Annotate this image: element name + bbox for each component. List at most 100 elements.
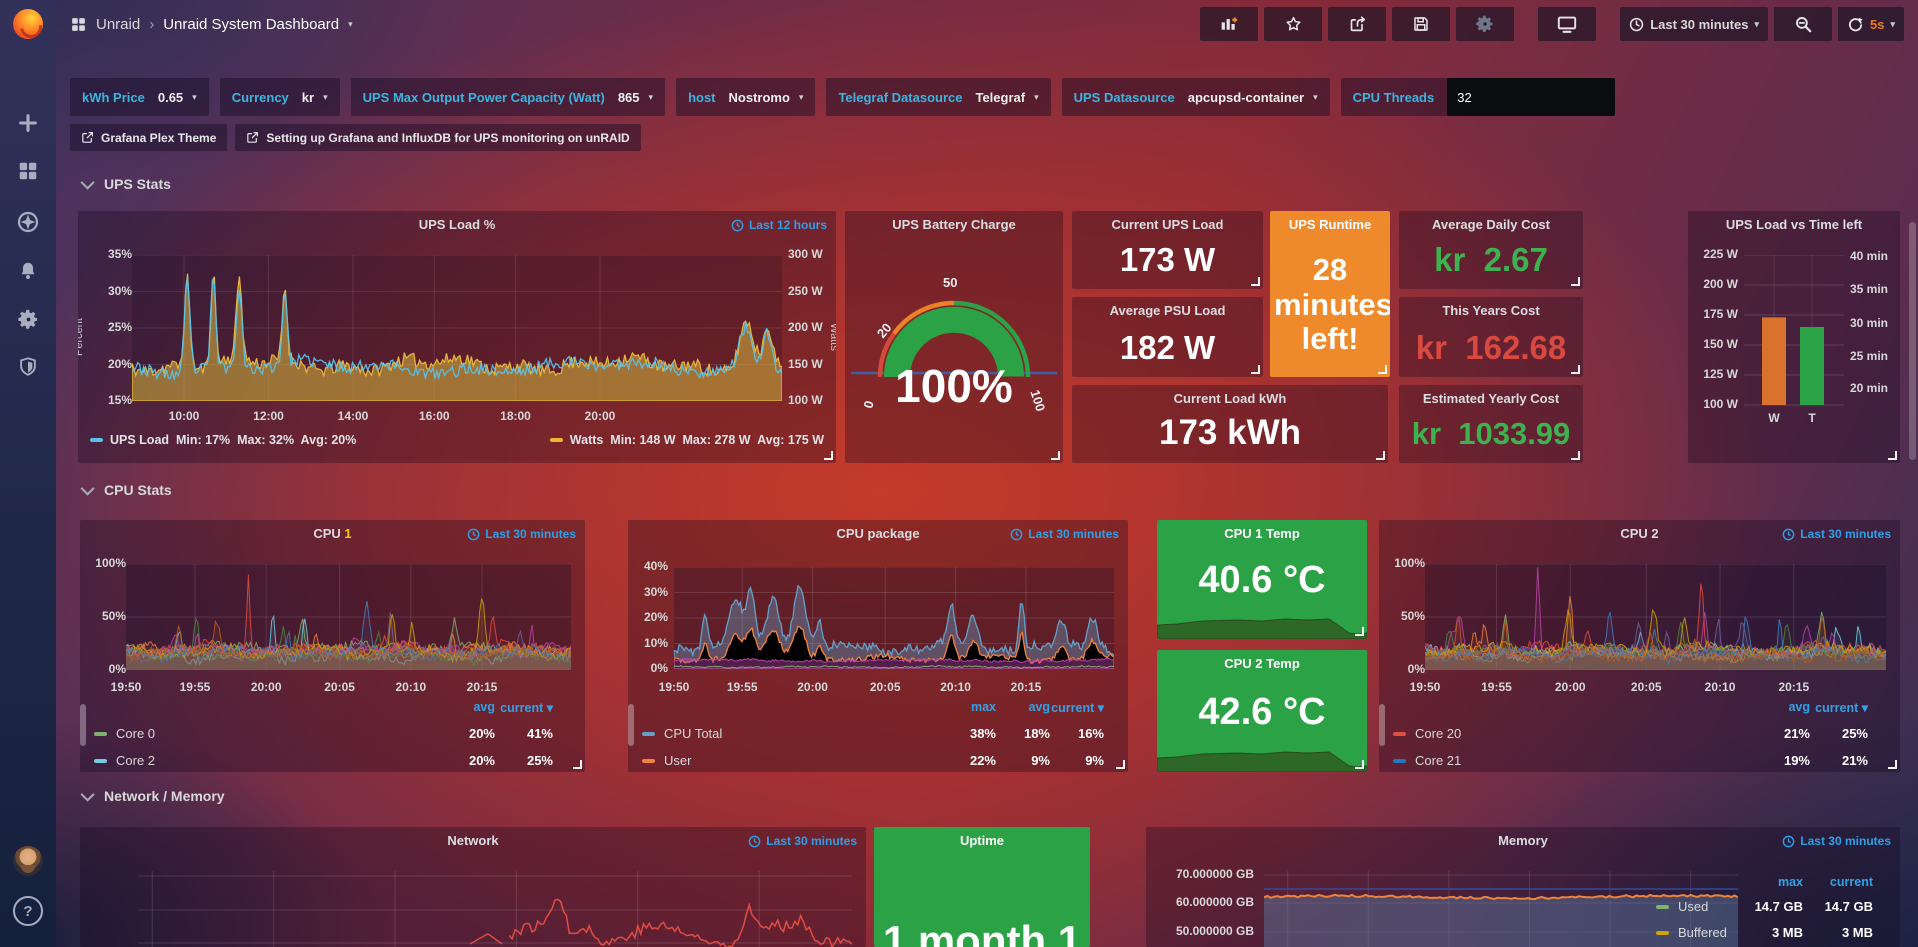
time-range-override[interactable]: Last 30 minutes [1782,527,1891,541]
dashboard-title-caret-icon[interactable]: ▾ [348,18,353,29]
panel-memory-graph[interactable]: Memory Last 30 minutes 70.000000 GB 60.00… [1146,827,1900,947]
panel-current-load-kwh[interactable]: Current Load kWh 173 kWh [1072,385,1388,463]
resize-handle[interactable] [1571,451,1580,460]
panel-average-psu-load[interactable]: Average PSU Load 182 W [1072,297,1263,377]
panel-cpu2-temp[interactable]: CPU 2 Temp 42.6 °C [1157,650,1367,772]
legend-series-ups-load[interactable]: UPS Load Min: 17% Max: 32% Avg: 20% [90,433,356,447]
tv-mode-button[interactable] [1538,7,1597,41]
grafana-logo-icon[interactable] [13,9,43,39]
resize-handle[interactable] [1116,760,1125,769]
variable-cpu-threads[interactable]: CPU Threads [1340,78,1616,116]
time-range-picker[interactable]: Last 30 minutes ▾ [1620,7,1768,41]
variable-kwh-price[interactable]: kWh Price 0.65 ▾ [70,78,209,116]
legend-column-avg[interactable]: avg [1788,700,1810,714]
resize-handle[interactable] [1355,760,1364,769]
share-dashboard-button[interactable] [1328,7,1387,41]
panel-ups-load-vs-time-left[interactable]: UPS Load vs Time left 225 W 200 W 175 W 150… [1688,211,1900,463]
x-axis-tick: 19:55 [179,680,211,694]
panel-estimated-yearly-cost[interactable]: Estimated Yearly Cost kr 1033.99 [1399,385,1583,463]
panel-cpu1-temp[interactable]: CPU 1 Temp 40.6 °C [1157,520,1367,639]
star-dashboard-button[interactable] [1264,7,1323,41]
sidebar-configuration-button[interactable] [0,308,56,331]
panel-cpu1-graph[interactable]: CPU 1 Last 30 minutes 100% 50% 0% 19:50 19:5… [80,520,585,772]
resize-handle[interactable] [1051,451,1060,460]
legend-scrollbar[interactable] [628,704,634,746]
sidebar-explore-button[interactable] [0,210,56,234]
dashboard-settings-button[interactable] [1456,7,1515,41]
time-range-override[interactable]: Last 12 hours [731,218,827,232]
panel-current-ups-load[interactable]: Current UPS Load 173 W [1072,211,1263,289]
legend-column-max[interactable]: max [1777,875,1803,889]
variable-host[interactable]: host Nostromo ▾ [676,78,816,116]
zoom-out-button[interactable] [1774,7,1832,41]
page-scrollbar[interactable] [1909,222,1916,460]
variable-ups-datasource[interactable]: UPS Datasource apcupsd-container ▾ [1061,78,1330,116]
sidebar-server-admin-button[interactable] [0,356,56,378]
resize-handle[interactable] [1376,451,1385,460]
legend-series-buffered[interactable]: Buffered [1656,925,1727,940]
panel-uptime[interactable]: Uptime 1 month 1 [874,827,1090,947]
section-network-memory[interactable]: Network / Memory [80,787,225,804]
panel-cpu-package-graph[interactable]: CPU package Last 30 minutes 40% 30% 20% 10%… [628,520,1128,772]
sidebar-dashboards-button[interactable] [0,160,56,182]
resize-handle[interactable] [573,760,582,769]
time-range-override[interactable]: Last 30 minutes [467,527,576,541]
resize-handle[interactable] [1571,277,1580,286]
legend-column-avg[interactable]: avg [1028,700,1050,714]
legend-series-user[interactable]: User [642,753,691,768]
sidebar-help-button[interactable]: ? [0,896,56,926]
legend-series-core-0[interactable]: Core 0 [94,726,155,741]
section-cpu-stats[interactable]: CPU Stats [80,481,172,498]
add-panel-button[interactable] [1200,7,1259,41]
resize-handle[interactable] [1888,760,1897,769]
section-ups-stats[interactable]: UPS Stats [80,175,171,192]
legend-series-watts[interactable]: Watts Min: 148 W Max: 278 W Avg: 175 W [549,433,824,447]
resize-handle[interactable] [1571,365,1580,374]
panel-this-years-cost[interactable]: This Years Cost kr 162.68 [1399,297,1583,377]
resize-handle[interactable] [1378,365,1387,374]
legend-series-used[interactable]: Used [1656,899,1708,914]
breadcrumb-folder[interactable]: Unraid [96,15,141,33]
resize-handle[interactable] [1251,277,1260,286]
legend-column-current[interactable]: current [1829,875,1873,889]
series-color-swatch [549,438,563,442]
legend-column-current[interactable]: current ▾ [1815,701,1868,715]
resize-handle[interactable] [1355,627,1364,636]
resize-handle[interactable] [1888,451,1897,460]
refresh-picker[interactable]: 5s ▾ [1838,7,1904,41]
panel-cpu2-graph[interactable]: CPU 2 Last 30 minutes 100% 50% 0% 19:50 19:5… [1379,520,1900,772]
legend-series-cpu-total[interactable]: CPU Total [642,726,722,741]
time-range-override[interactable]: Last 30 minutes [1010,527,1119,541]
panel-ups-battery-charge[interactable]: UPS Battery Charge 100% 0 20 50 100 [845,211,1063,463]
sidebar-alerting-button[interactable] [0,260,56,282]
legend-column-current[interactable]: current ▾ [1051,701,1104,715]
legend-series-core-20[interactable]: Core 20 [1393,726,1461,741]
time-range-override[interactable]: Last 30 minutes [1782,834,1891,848]
save-dashboard-button[interactable] [1392,7,1451,41]
dashboard-link-grafana-plex-theme[interactable]: Grafana Plex Theme [70,124,228,151]
panel-average-daily-cost[interactable]: Average Daily Cost kr 2.67 [1399,211,1583,289]
legend-column-avg[interactable]: avg [473,700,495,714]
legend-scrollbar[interactable] [1379,704,1385,746]
resize-handle[interactable] [1251,365,1260,374]
legend-series-core-21[interactable]: Core 21 [1393,753,1461,768]
legend-series-core-2[interactable]: Core 2 [94,753,155,768]
variable-ups-max-output-power-capacity-watt[interactable]: UPS Max Output Power Capacity (Watt) 865 ▾ [350,78,666,116]
legend-column-current[interactable]: current ▾ [500,701,553,715]
legend-column-max[interactable]: max [970,700,996,714]
y-axis-tick-right: 150 W [788,356,823,371]
breadcrumb-dashboard-title[interactable]: Unraid System Dashboard [163,15,340,33]
variable-input-cpu-threads[interactable] [1447,78,1616,116]
sidebar-create-button[interactable] [0,112,56,134]
resize-handle[interactable] [824,451,833,460]
time-range-override[interactable]: Last 30 minutes [748,834,857,848]
dashboard-link-setting-up-grafana-and-influxd[interactable]: Setting up Grafana and InfluxDB for UPS … [235,124,641,151]
sidebar-user-avatar[interactable] [0,846,56,876]
panel-ups-load-graph[interactable]: UPS Load % Last 12 hours Percent Watts 3… [78,211,836,463]
panel-network-graph[interactable]: Network Last 30 minutes 6.0 MBs4.0 MBs2.… [80,827,866,947]
variable-telegraf-datasource[interactable]: Telegraf Datasource Telegraf ▾ [826,78,1051,116]
legend-scrollbar[interactable] [80,704,86,746]
variable-currency[interactable]: Currency kr ▾ [219,78,340,116]
legend-value: 16% [1077,726,1104,741]
panel-ups-runtime[interactable]: UPS Runtime 28 minutes left! [1270,211,1390,377]
